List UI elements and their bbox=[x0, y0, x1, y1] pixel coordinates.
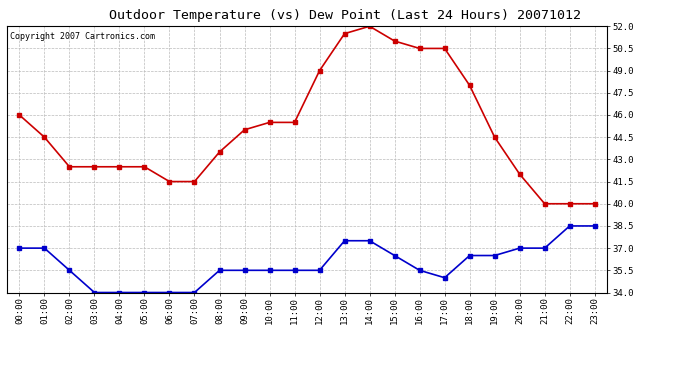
Text: Outdoor Temperature (vs) Dew Point (Last 24 Hours) 20071012: Outdoor Temperature (vs) Dew Point (Last… bbox=[109, 9, 581, 22]
Text: Copyright 2007 Cartronics.com: Copyright 2007 Cartronics.com bbox=[10, 32, 155, 40]
